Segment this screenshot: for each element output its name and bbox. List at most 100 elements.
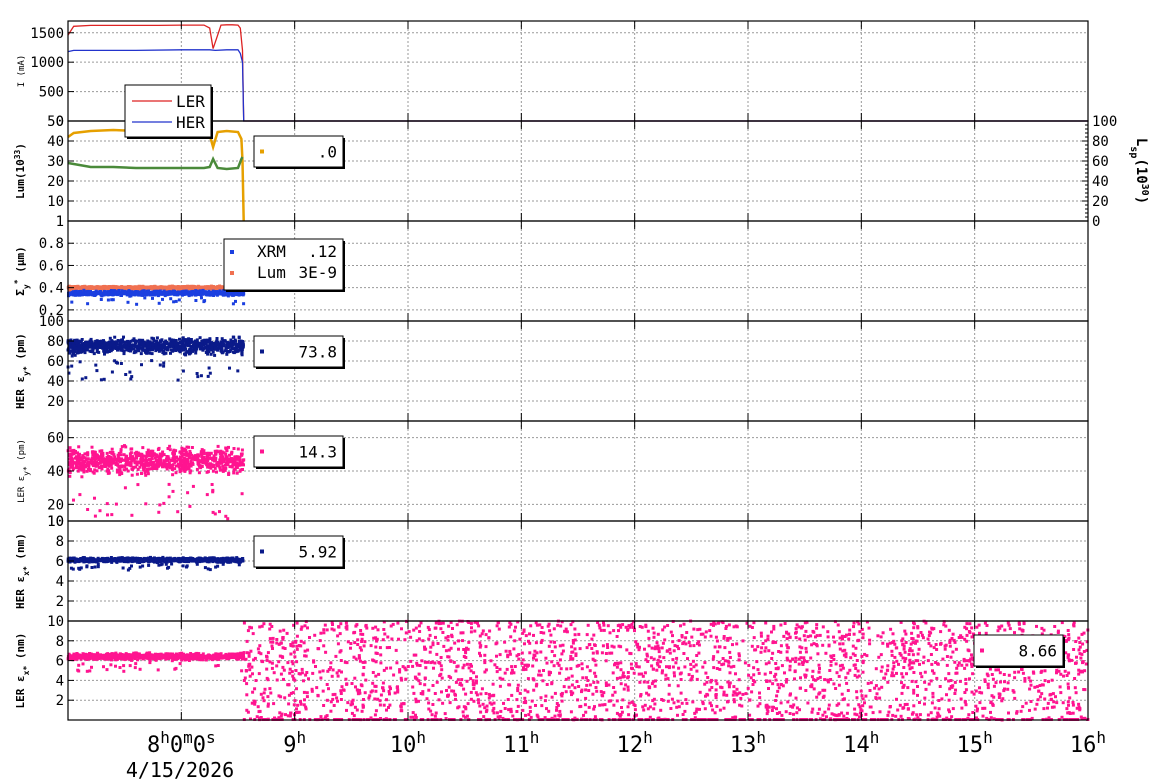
data-point: [167, 482, 171, 486]
data-point: [132, 292, 135, 296]
data-point: [232, 559, 236, 563]
data-point: [155, 339, 159, 343]
data-point: [84, 376, 88, 380]
data-point: [150, 352, 154, 356]
data-point: [136, 483, 140, 487]
data-point: [196, 456, 200, 460]
y-tick-label: 8: [56, 534, 64, 550]
data-point: [164, 562, 168, 566]
data-point: [227, 558, 231, 562]
data-point: [134, 286, 138, 290]
data-point: [68, 463, 71, 467]
data-point: [199, 460, 203, 464]
data-point: [82, 288, 86, 292]
data-point: [136, 285, 140, 289]
data-point: [225, 559, 228, 563]
data-point: [185, 564, 189, 568]
data-point: [227, 344, 231, 348]
data-point: [131, 465, 135, 469]
data-point: [187, 350, 191, 354]
y-right-tick-label: 20: [1092, 194, 1109, 210]
data-point: [219, 558, 223, 562]
data-point: [144, 291, 148, 295]
data-point: [74, 450, 77, 453]
data-point: [234, 292, 238, 295]
data-point: [93, 496, 96, 500]
data-point: [220, 450, 224, 454]
data-point: [82, 556, 86, 560]
data-point: [161, 463, 165, 467]
data-point: [119, 558, 123, 562]
data-point: [148, 351, 152, 355]
data-point: [165, 290, 169, 294]
data-point: [105, 343, 109, 347]
data-point: [71, 352, 75, 356]
data-point: [103, 289, 107, 293]
data-point: [155, 336, 159, 340]
data-point: [225, 340, 229, 344]
y-right-tick-label: 0: [1092, 214, 1100, 230]
data-point: [149, 292, 153, 296]
data-point: [113, 557, 117, 560]
data-point: [85, 452, 89, 456]
data-point: [215, 293, 219, 297]
panel-frame: [67, 20, 1089, 122]
data-point: [120, 289, 124, 293]
data-point: [209, 463, 213, 467]
data-point: [114, 344, 118, 348]
data-point: [230, 450, 234, 454]
data-point: [213, 346, 217, 350]
data-point: [213, 512, 217, 516]
data-point: [107, 350, 111, 353]
data-point: [68, 285, 72, 289]
data-point: [110, 447, 114, 451]
data-point: [200, 290, 204, 294]
data-point: [77, 445, 81, 449]
data-point: [135, 557, 139, 561]
data-point: [215, 470, 218, 474]
data-point: [123, 289, 127, 293]
data-point: [191, 291, 195, 295]
data-point: [167, 495, 171, 499]
data-point: [76, 451, 79, 455]
data-point: [128, 452, 132, 456]
data-point: [174, 299, 178, 303]
data-point: [139, 455, 143, 459]
data-point: [94, 339, 98, 343]
data-point: [220, 346, 224, 350]
data-point: [203, 291, 207, 295]
data-point: [240, 353, 244, 357]
data-point: [164, 351, 168, 355]
data-point: [71, 343, 75, 347]
panel-frame: [67, 120, 1089, 222]
data-point: [193, 339, 197, 343]
data-point: [141, 338, 145, 342]
data-point: [110, 345, 114, 349]
y-tick-label: 0.8: [39, 236, 64, 252]
y-tick-label: 60: [47, 431, 64, 447]
data-point: [161, 453, 165, 456]
data-point: [118, 468, 122, 471]
data-point: [176, 293, 180, 297]
y-axis-label: HER εy* (pm): [14, 333, 31, 409]
data-point: [177, 346, 181, 350]
data-point: [94, 363, 98, 367]
data-point: [208, 345, 212, 349]
data-point: [174, 285, 178, 289]
data-point: [135, 339, 139, 343]
data-point: [146, 342, 150, 345]
data-point: [193, 457, 197, 461]
data-point: [114, 664, 117, 668]
data-point: [173, 556, 177, 560]
data-point: [221, 562, 225, 566]
data-point: [156, 561, 159, 565]
data-point: [79, 340, 83, 344]
data-point: [78, 360, 82, 364]
data-point: [145, 289, 149, 293]
data-point: [178, 341, 182, 344]
data-point: [236, 344, 240, 348]
data-point: [93, 453, 97, 457]
data-point: [69, 557, 73, 561]
data-point: [226, 560, 230, 564]
data-point: [71, 287, 74, 291]
